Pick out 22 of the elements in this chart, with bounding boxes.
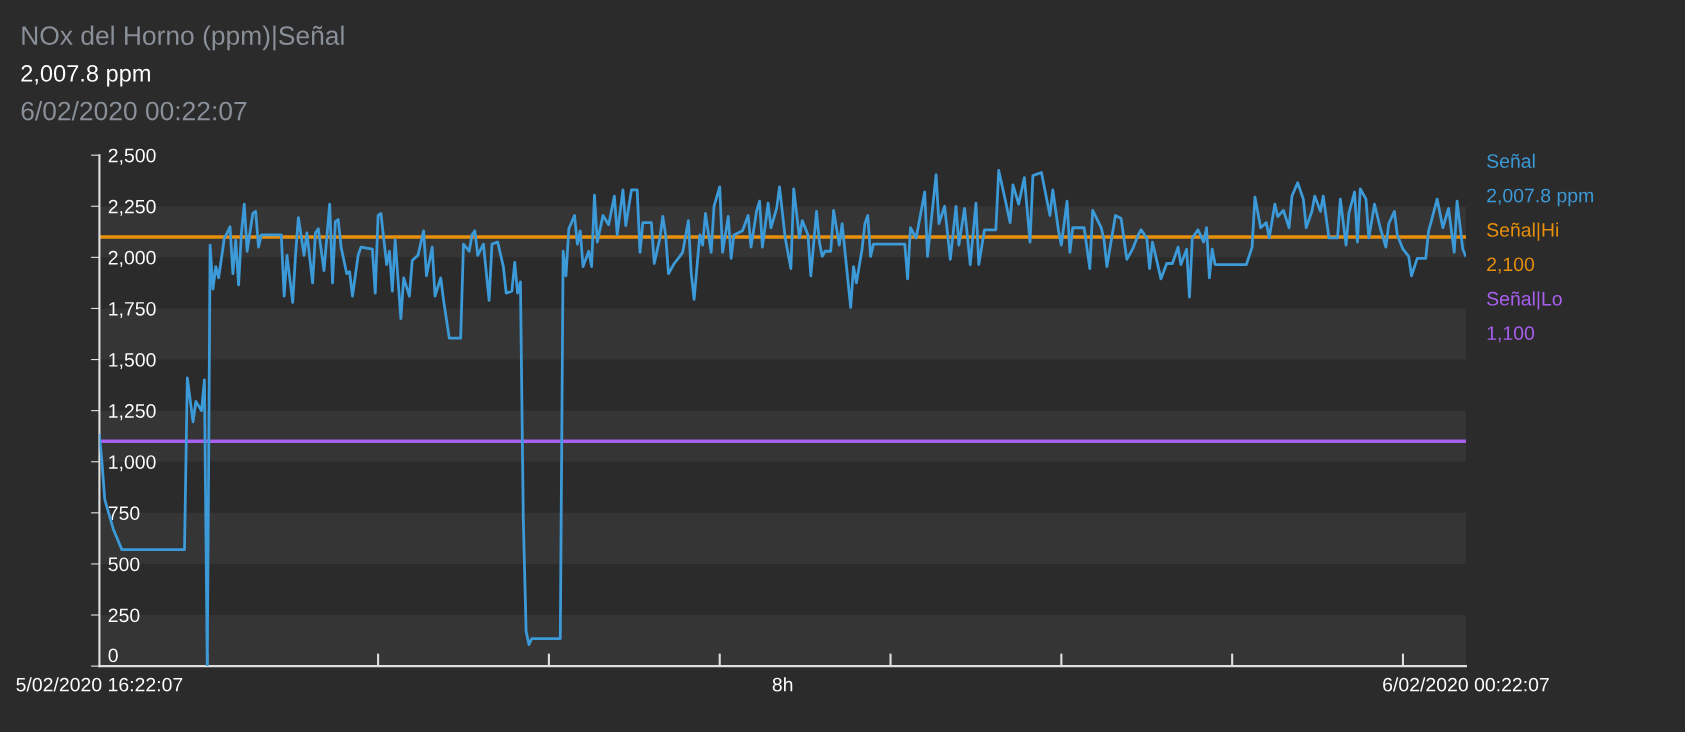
ref-line-label: Señal|Hi — [1487, 222, 1559, 241]
text: 2,100 — [1487, 257, 1535, 274]
text: 2,007.8 ppm — [1487, 188, 1593, 207]
text: 6/02/2020 00:22:07 — [21, 101, 247, 121]
chart-subtitle: 2,007.8 ppm — [21, 65, 150, 87]
y-tick-label: 2,250 — [108, 199, 156, 216]
y-tick-label: 250 — [108, 608, 140, 623]
y-tick-label: 2,000 — [108, 250, 156, 267]
y-tick-label: 1,500 — [109, 353, 156, 370]
y-tick-label: 0 — [108, 648, 118, 663]
x-tick-label: 8h — [772, 677, 793, 692]
chart-title: NOx del Horno (ppm)|Señal — [22, 25, 344, 51]
text: Señal — [1487, 153, 1535, 168]
y-tick-label: 2,500 — [108, 148, 156, 165]
x-tick-label: 5/02/2020 16:22:07 — [16, 677, 183, 692]
text: 1,100 — [1487, 326, 1535, 343]
x-tick-label: 6/02/2020 00:22:07 — [1383, 677, 1549, 692]
ref-line-label: Señal|Lo — [1487, 291, 1562, 310]
y-tick-label: 1,250 — [109, 404, 156, 421]
y-tick-label: 500 — [108, 557, 140, 572]
y-tick-label: 1,000 — [109, 455, 156, 472]
y-tick-label: 1,750 — [109, 301, 156, 318]
